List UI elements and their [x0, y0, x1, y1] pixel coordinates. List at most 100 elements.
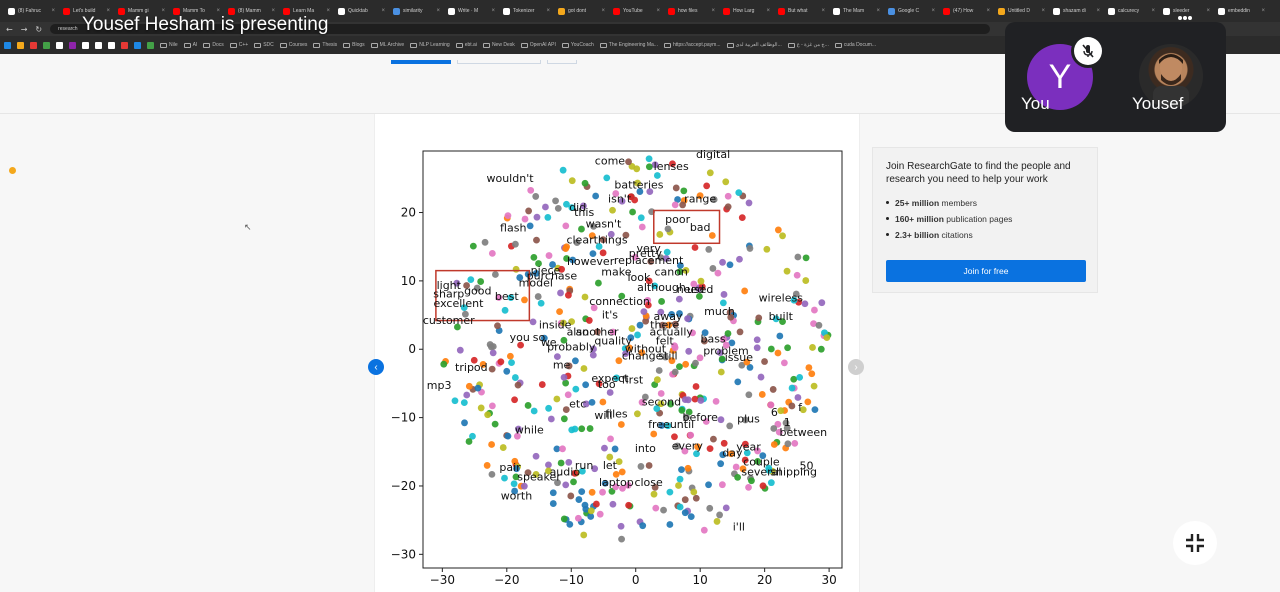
bookmark-favicon-icon[interactable]: [30, 41, 37, 49]
bookmark-item[interactable]: YouCoach: [561, 42, 594, 48]
browser-tab[interactable]: Mamm gi ×: [114, 2, 169, 20]
browser-tab[interactable]: calcurecy ×: [1104, 2, 1159, 20]
browser-tab[interactable]: Learn Ma ×: [279, 2, 334, 20]
tab-close-icon[interactable]: ×: [216, 8, 220, 14]
browser-tab[interactable]: (47) How ×: [939, 2, 994, 20]
tab-close-icon[interactable]: ×: [1041, 8, 1045, 14]
bookmark-item[interactable]: ج من غزة - ع...: [787, 42, 829, 48]
tab-close-icon[interactable]: ×: [491, 8, 495, 14]
bookmark-favicon-icon[interactable]: [56, 41, 63, 49]
folder-icon: [313, 42, 321, 48]
browser-tab[interactable]: Tokenizer ×: [499, 2, 554, 20]
bookmark-favicon-icon[interactable]: [134, 41, 141, 49]
tab-close-icon[interactable]: ×: [656, 8, 660, 14]
bookmark-item[interactable]: SDC: [254, 42, 274, 48]
tab-close-icon[interactable]: ×: [436, 8, 440, 14]
back-icon[interactable]: ←: [6, 24, 13, 34]
browser-tab[interactable]: But what ×: [774, 2, 829, 20]
tab-close-icon[interactable]: ×: [161, 8, 165, 14]
url-field[interactable]: research: [50, 24, 991, 34]
browser-tab[interactable]: (8) Mamm ×: [224, 2, 279, 20]
bookmark-item[interactable]: Blogs: [343, 42, 365, 48]
bookmark-item[interactable]: الوظائف العربية لدى...: [726, 42, 782, 48]
tab-close-icon[interactable]: ×: [821, 8, 825, 14]
address-bar: ← → ↻ research: [0, 22, 1280, 36]
bookmark-label: Courses: [288, 42, 308, 48]
figure-tab-3[interactable]: [547, 60, 577, 64]
tab-close-icon[interactable]: ×: [1151, 8, 1155, 14]
carousel-next-button[interactable]: ›: [848, 359, 864, 375]
browser-tab[interactable]: How Larg ×: [719, 2, 774, 20]
bookmark-item[interactable]: cuda Docum...: [834, 42, 876, 48]
tab-close-icon[interactable]: ×: [1261, 8, 1265, 14]
browser-tab[interactable]: Let's build ×: [59, 2, 114, 20]
bookmark-item[interactable]: ML Archive: [370, 42, 404, 48]
bookmark-favicon-icon[interactable]: [43, 41, 50, 49]
tab-close-icon[interactable]: ×: [986, 8, 990, 14]
bookmark-favicon-icon[interactable]: [4, 41, 11, 49]
tab-label: How Larg: [733, 8, 755, 14]
tab-close-icon[interactable]: ×: [546, 8, 550, 14]
bookmark-favicon-icon[interactable]: [69, 41, 76, 49]
bookmark-item[interactable]: C++: [229, 42, 248, 48]
bookmark-favicon-icon[interactable]: [82, 41, 89, 49]
carousel-prev-button[interactable]: ‹: [368, 359, 384, 375]
tab-close-icon[interactable]: ×: [381, 8, 385, 14]
tab-close-icon[interactable]: ×: [876, 8, 880, 14]
tab-close-icon[interactable]: ×: [931, 8, 935, 14]
join-for-free-button[interactable]: Join for free: [886, 260, 1086, 282]
forward-icon[interactable]: →: [20, 24, 28, 34]
bookmark-favicon-icon[interactable]: [17, 41, 24, 49]
bookmark-label: OpenAI API: [529, 42, 556, 48]
folder-icon: [834, 42, 842, 48]
bookmark-item[interactable]: ebt.ai: [455, 42, 477, 48]
tab-close-icon[interactable]: ×: [326, 8, 330, 14]
bookmark-item[interactable]: Docs: [203, 42, 224, 48]
bookmark-item[interactable]: AI: [183, 42, 197, 48]
bookmark-favicon-icon[interactable]: [95, 41, 102, 49]
browser-tab[interactable]: got dont ×: [554, 2, 609, 20]
browser-tab[interactable]: embeddin ×: [1214, 2, 1269, 20]
bookmark-favicon-icon[interactable]: [121, 41, 128, 49]
bookmark-item[interactable]: NLP Learning: [410, 42, 450, 48]
bookmark-item[interactable]: https://accept.paym...: [663, 42, 721, 48]
tab-close-icon[interactable]: ×: [766, 8, 770, 14]
bookmark-item[interactable]: Courses: [279, 42, 308, 48]
bookmark-favicon-icon[interactable]: [108, 41, 115, 49]
reload-icon[interactable]: ↻: [35, 24, 43, 34]
tab-label: embeddin: [1228, 8, 1250, 14]
browser-tab[interactable]: The Mam ×: [829, 2, 884, 20]
browser-tab[interactable]: (8) Fahruc ×: [4, 2, 59, 20]
tab-close-icon[interactable]: ×: [51, 8, 55, 14]
tab-close-icon[interactable]: ×: [271, 8, 275, 14]
browser-tab[interactable]: YouTube ×: [609, 2, 664, 20]
more-options-icon[interactable]: [1176, 12, 1194, 24]
browser-tab[interactable]: Untitled D ×: [994, 2, 1049, 20]
browser-tab[interactable]: sleeder ×: [1159, 2, 1214, 20]
tab-close-icon[interactable]: ×: [711, 8, 715, 14]
figure-tab-2[interactable]: [457, 60, 541, 64]
browser-tab[interactable]: similarity ×: [389, 2, 444, 20]
browser-tab[interactable]: Google C ×: [884, 2, 939, 20]
tab-label: (8) Fahruc: [18, 8, 42, 14]
browser-tab[interactable]: shazam di ×: [1049, 2, 1104, 20]
bookmark-item[interactable]: Thesis: [313, 42, 337, 48]
exit-fullscreen-button[interactable]: [1173, 521, 1217, 565]
browser-tab[interactable]: Mamm To ×: [169, 2, 224, 20]
tab-close-icon[interactable]: ×: [1096, 8, 1100, 14]
mic-off-icon[interactable]: [1071, 34, 1105, 68]
bookmark-item[interactable]: Nile: [160, 42, 178, 48]
bookmark-item[interactable]: OpenAI API: [520, 42, 556, 48]
tab-close-icon[interactable]: ×: [106, 8, 110, 14]
bookmark-item[interactable]: The Engineering Ma...: [599, 42, 658, 48]
figure-tab-active[interactable]: [391, 60, 451, 64]
browser-tab[interactable]: Write · M ×: [444, 2, 499, 20]
tab-label: similarity: [403, 8, 423, 14]
bookmark-favicon-icon[interactable]: [147, 41, 154, 49]
tab-close-icon[interactable]: ×: [601, 8, 605, 14]
tab-favicon-icon: [448, 7, 455, 15]
bookmark-item[interactable]: New Desk: [482, 42, 515, 48]
browser-tab[interactable]: Quicktab ×: [334, 2, 389, 20]
browser-tab[interactable]: how files ×: [664, 2, 719, 20]
tab-close-icon[interactable]: ×: [1206, 8, 1210, 14]
